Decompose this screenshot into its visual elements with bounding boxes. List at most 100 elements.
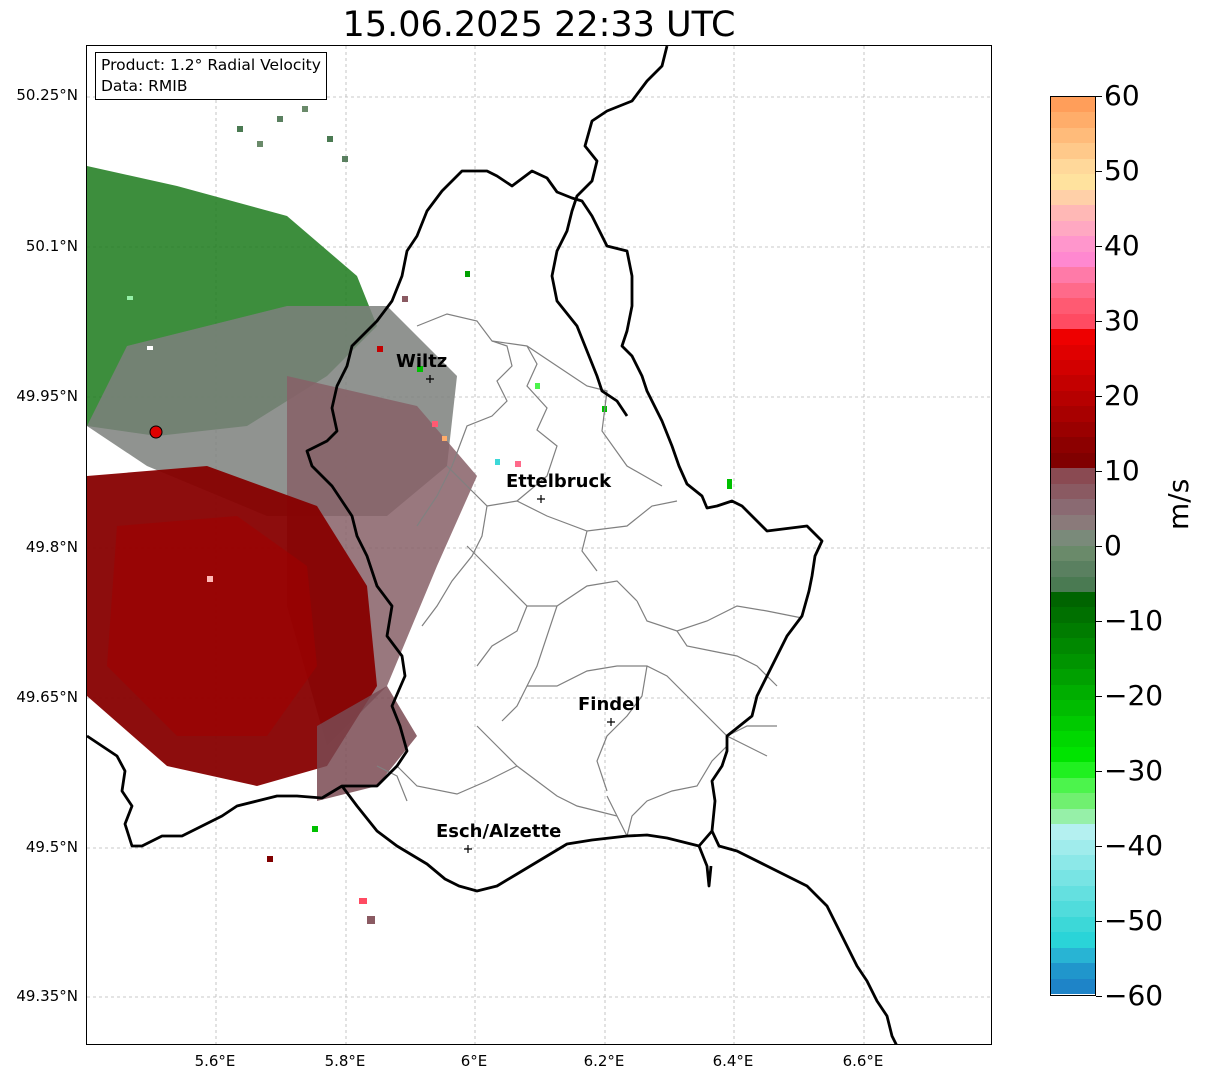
colorbar-segment [1051, 267, 1095, 283]
colorbar-segment [1051, 854, 1095, 871]
moselle-border [697, 845, 713, 888]
colorbar-segment [1051, 344, 1095, 360]
colorbar-segment [1051, 251, 1095, 268]
lon-tick-label: 5.8°E [324, 1052, 366, 1070]
colorbar-segment [1051, 808, 1095, 825]
colorbar-tick-mark [1096, 246, 1102, 247]
colorbar-segment [1051, 700, 1095, 716]
colorbar-segment [1051, 236, 1095, 252]
colorbar-segment [1051, 483, 1095, 500]
colorbar-segment [1051, 298, 1095, 314]
colorbar-tick-label: 30 [1104, 304, 1140, 337]
colorbar-segment [1051, 901, 1095, 917]
lat-tick-label: 50.25°N [16, 86, 78, 104]
colorbar-segment [1051, 793, 1095, 809]
lat-tick-label: 50.1°N [25, 237, 78, 255]
product-label: Product: 1.2° Radial Velocity [101, 56, 321, 74]
colorbar-segment [1051, 947, 1095, 964]
colorbar-segment [1051, 669, 1095, 685]
lon-tick-label: 6°E [460, 1052, 488, 1070]
colorbar-segment [1051, 592, 1095, 608]
city-label-findel: Findel [578, 694, 641, 715]
product-info-box: Product: 1.2° Radial Velocity Data: RMIB [95, 52, 327, 100]
colorbar-segment [1051, 932, 1095, 948]
colorbar-segment [1051, 885, 1095, 902]
colorbar-tick-label: −20 [1104, 679, 1164, 712]
map-title: 15.06.2025 22:33 UTC [342, 5, 736, 45]
colorbar-tick-mark [1096, 396, 1102, 397]
colorbar-segment [1051, 313, 1095, 330]
colorbar-segment [1051, 514, 1095, 531]
colorbar-segment [1051, 112, 1095, 128]
mixed-fringe [317, 686, 417, 801]
colorbar-segment [1051, 870, 1095, 886]
colorbar-segment [1051, 561, 1095, 577]
colorbar-segment [1051, 622, 1095, 639]
city-label-esch-alzette: Esch/Alzette [436, 821, 562, 842]
colorbar-segment [1051, 545, 1095, 562]
country-borders [87, 46, 898, 1044]
colorbar-tick-label: 40 [1104, 229, 1140, 262]
colorbar-tick-mark [1096, 96, 1102, 97]
colorbar-segment [1051, 468, 1095, 484]
colorbar-tick-label: 0 [1104, 529, 1122, 562]
radar-site-marker [149, 425, 163, 439]
colorbar-segment [1051, 406, 1095, 422]
colorbar-tick-mark [1096, 696, 1102, 697]
colorbar-tick-mark [1096, 921, 1102, 922]
lon-tick-label: 6.4°E [712, 1052, 754, 1070]
colorbar-unit-label: m/s [1162, 478, 1195, 530]
colorbar-segment [1051, 174, 1095, 190]
city-markers [426, 375, 615, 853]
lon-tick-label: 6.6°E [842, 1052, 884, 1070]
map-canvas [87, 46, 991, 1044]
colorbar-segment [1051, 731, 1095, 747]
velocity-colorbar [1050, 96, 1096, 996]
colorbar-segment [1051, 143, 1095, 159]
colorbar-tick-mark [1096, 321, 1102, 322]
colorbar-tick-mark [1096, 771, 1102, 772]
colorbar-segment [1051, 576, 1095, 592]
colorbar-segment [1051, 329, 1095, 345]
colorbar-segment [1051, 777, 1095, 794]
colorbar-segment [1051, 978, 1095, 995]
colorbar-tick-label: −50 [1104, 904, 1164, 937]
colorbar-segment [1051, 452, 1095, 469]
outbound-red-core [107, 516, 317, 736]
belgium-france-border [87, 734, 343, 848]
luxembourg-border [305, 169, 824, 893]
colorbar-segment [1051, 839, 1095, 855]
colorbar-segment [1051, 746, 1095, 763]
colorbar-tick-mark [1096, 996, 1102, 997]
germany-france-border [710, 830, 898, 1044]
colorbar-tick-mark [1096, 171, 1102, 172]
colorbar-segment [1051, 916, 1095, 933]
colorbar-segment [1051, 638, 1095, 654]
lon-tick-label: 6.2°E [583, 1052, 625, 1070]
lat-tick-label: 49.8°N [25, 538, 78, 556]
lat-tick-label: 49.95°N [16, 387, 78, 405]
colorbar-tick-label: −40 [1104, 829, 1164, 862]
lat-tick-label: 49.5°N [25, 838, 78, 856]
city-label-wiltz: Wiltz [396, 351, 448, 372]
colorbar-tick-label: −30 [1104, 754, 1164, 787]
colorbar-tick-mark [1096, 546, 1102, 547]
colorbar-segment [1051, 390, 1095, 407]
colorbar-tick-label: 20 [1104, 379, 1140, 412]
colorbar-segment [1051, 437, 1095, 453]
colorbar-tick-label: 10 [1104, 454, 1140, 487]
colorbar-segment [1051, 607, 1095, 623]
lat-tick-label: 49.35°N [16, 987, 78, 1005]
colorbar-segment [1051, 499, 1095, 515]
colorbar-segment [1051, 375, 1095, 391]
colorbar-segment [1051, 127, 1095, 144]
lat-tick-label: 49.65°N [16, 688, 78, 706]
lon-tick-label: 5.6°E [194, 1052, 236, 1070]
colorbar-segment [1051, 282, 1095, 299]
colorbar-segment [1051, 715, 1095, 732]
radar-map[interactable] [86, 45, 992, 1045]
colorbar-segment [1051, 762, 1095, 778]
colorbar-segment [1051, 963, 1095, 979]
colorbar-tick-mark [1096, 846, 1102, 847]
data-source-label: Data: RMIB [101, 77, 188, 95]
